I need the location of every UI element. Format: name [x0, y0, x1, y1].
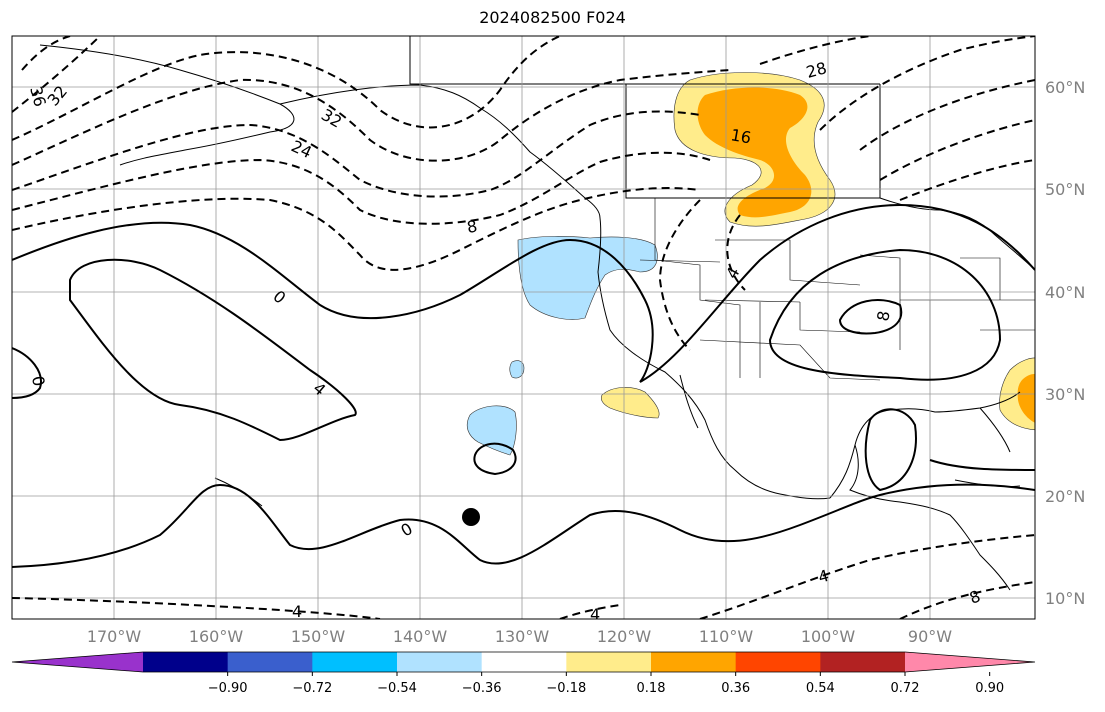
colorbar-segment — [481, 652, 567, 672]
lon-label-160: 160°W — [189, 627, 244, 646]
contour-label-28: 28 — [804, 58, 829, 82]
location-marker — [462, 508, 480, 526]
lon-label-170: 170°W — [87, 627, 142, 646]
colorbar-segment — [566, 652, 652, 672]
eight-contour-inner — [838, 299, 903, 335]
colorbar-tick-label: 0.18 — [637, 681, 666, 696]
lon-label-100: 100°W — [801, 627, 856, 646]
map-title: 2024082500 F024 — [479, 8, 626, 27]
positive-anomaly-florida-orange — [1017, 374, 1035, 423]
colorbar-tick-label: 0.36 — [721, 681, 750, 696]
colorbar-tick-label: 0.54 — [806, 681, 835, 696]
colorbar-tick-label: −0.36 — [462, 681, 502, 696]
lon-label-130: 130°W — [495, 627, 550, 646]
contour-label-36: 36 — [26, 84, 50, 109]
positive-anomaly-baja — [600, 387, 660, 419]
contour-label-8: 8 — [465, 216, 478, 236]
colorbar-segment — [820, 652, 906, 672]
lon-label-140: 140°W — [393, 627, 448, 646]
contour-label-4c: 4 — [292, 602, 302, 621]
contour-label-0b: 0 — [28, 374, 48, 387]
solid-contours — [12, 203, 1035, 568]
lat-label-60: 60°N — [1045, 78, 1085, 97]
shaded-fields — [466, 72, 1035, 456]
four-contour — [69, 258, 357, 442]
colorbar-tick-label: 0.72 — [891, 681, 920, 696]
negative-anomaly-small-1 — [509, 360, 525, 379]
lat-label-50: 50°N — [1045, 180, 1085, 199]
eight-contour-us — [768, 248, 1002, 381]
lat-label-10: 10°N — [1045, 589, 1085, 608]
state-borders — [639, 198, 1035, 381]
zero-contour-west — [12, 347, 42, 399]
colorbar-tick-label: −0.90 — [208, 681, 248, 696]
graticule — [12, 36, 1035, 619]
lon-label-110: 110°W — [699, 627, 754, 646]
lon-label-120: 120°W — [597, 627, 652, 646]
lat-label-30: 30°N — [1045, 385, 1085, 404]
colorbar-segment — [735, 652, 821, 672]
colorbar-segment — [227, 652, 313, 672]
contour-label-16: 16 — [729, 125, 752, 147]
lon-label-150: 150°W — [291, 627, 346, 646]
colorbar-outline — [11, 651, 1036, 673]
coastlines — [39, 36, 1035, 591]
zero-contour-gulf — [864, 408, 917, 492]
lon-label-90: 90°W — [908, 627, 952, 646]
contour-label-4d: 4 — [816, 566, 831, 587]
latitude-axis: 60°N 50°N 40°N 30°N 20°N 10°N — [1045, 78, 1085, 608]
colorbar-tick-label: −0.18 — [546, 681, 586, 696]
negative-anomaly-california — [517, 236, 658, 320]
colorbar-tick-label: −0.72 — [292, 681, 332, 696]
colorbar-segment — [651, 652, 737, 672]
lat-label-40: 40°N — [1045, 283, 1085, 302]
lat-label-20: 20°N — [1045, 487, 1085, 506]
colorbar-segment — [312, 652, 398, 672]
zero-contour-east — [929, 459, 1035, 471]
colorbar-extend-low — [12, 652, 143, 672]
dashed-contours — [12, 36, 1035, 619]
colorbar — [11, 651, 1036, 673]
small-closed-contour — [473, 442, 517, 476]
longitude-axis: 170°W 160°W 150°W 140°W 130°W 120°W 110°… — [87, 627, 952, 646]
colorbar-segment — [397, 652, 483, 672]
map-background — [12, 36, 1035, 619]
contour-label-4e: 4 — [590, 605, 600, 624]
zero-contour-north — [12, 203, 1035, 383]
colorbar-ticks: −0.90 −0.72 −0.54 −0.36 −0.18 0.18 0.36 0.54 0.7… — [208, 672, 1004, 696]
zero-contour-south — [12, 483, 1035, 568]
colorbar-tick-label: 0.90 — [975, 681, 1004, 696]
colorbar-segment — [143, 652, 229, 672]
colorbar-tick-label: −0.54 — [377, 681, 417, 696]
negative-anomaly-small-2 — [466, 405, 517, 456]
colorbar-extend-high — [905, 652, 1035, 672]
map-frame — [11, 35, 1036, 620]
contour-label-8b: 8 — [873, 309, 893, 322]
